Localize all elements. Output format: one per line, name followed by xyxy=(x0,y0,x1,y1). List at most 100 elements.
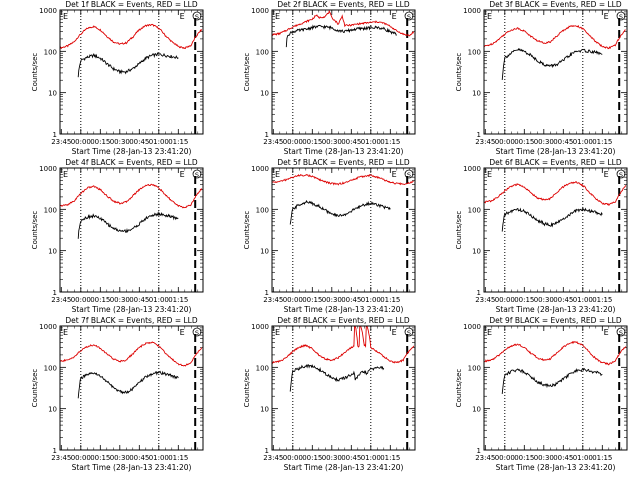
x-tick-label: 00:45 xyxy=(129,296,149,304)
panel-det-5: Det 5f BLACK = Events, RED = LLD 1 10 100 10… xyxy=(243,158,416,314)
lld-series-line xyxy=(60,341,203,367)
x-axis-label: Start Time (28-Jan-13 23:41:20) xyxy=(496,147,616,156)
x-tick-label: 00:45 xyxy=(553,454,573,462)
x-axis-label: Start Time (28-Jan-13 23:41:20) xyxy=(284,147,404,156)
panel-det-7: Det 7f BLACK = Events, RED = LLD 1 10 100 10… xyxy=(31,316,204,472)
corner-label: S xyxy=(195,13,199,21)
x-tick-label: 23:45 xyxy=(51,138,71,146)
x-axis-label: Start Time (28-Jan-13 23:41:20) xyxy=(72,463,192,472)
y-tick-label: 10 xyxy=(48,90,57,98)
panel-title: Det 3f BLACK = Events, RED = LLD xyxy=(489,0,622,9)
y-tick-label: 1000 xyxy=(39,165,57,173)
x-tick-label: 00:30 xyxy=(322,296,342,304)
panel-title: Det 8f BLACK = Events, RED = LLD xyxy=(277,316,410,325)
x-tick-label: 01:00 xyxy=(573,296,593,304)
plot-frame xyxy=(271,167,416,293)
corner-label: S xyxy=(619,329,623,337)
x-tick-label: 01:00 xyxy=(573,138,593,146)
x-tick-label: 01:00 xyxy=(361,138,381,146)
events-series-line xyxy=(501,206,603,232)
x-tick-label: 01:15 xyxy=(380,296,400,304)
lld-series-line xyxy=(484,181,627,206)
panel-det-4: Det 4f BLACK = Events, RED = LLD 1 10 100 10… xyxy=(31,158,204,314)
y-tick-label: 10 xyxy=(472,406,481,414)
plot-frame xyxy=(483,325,628,451)
x-axis-label: Start Time (28-Jan-13 23:41:20) xyxy=(284,305,404,314)
x-tick-label: 00:00 xyxy=(71,296,91,304)
x-tick-label: 01:15 xyxy=(380,138,400,146)
x-tick-label: 00:15 xyxy=(90,296,110,304)
x-tick-label: 01:00 xyxy=(149,454,169,462)
y-tick-label: 10 xyxy=(260,406,269,414)
x-tick-label: 01:15 xyxy=(592,296,612,304)
events-series-line xyxy=(289,199,391,225)
x-tick-label: 00:00 xyxy=(283,454,303,462)
y-axis-label: Counts/sec xyxy=(31,369,39,408)
corner-label: S xyxy=(407,329,411,337)
corner-marker xyxy=(192,169,202,179)
x-tick-label: 23:45 xyxy=(263,296,283,304)
corner-label: E xyxy=(63,170,68,179)
corner-label: E xyxy=(63,12,68,21)
corner-label: E xyxy=(275,170,280,179)
x-tick-label: 01:15 xyxy=(592,454,612,462)
panel-det-3: Det 3f BLACK = Events, RED = LLD 1 10 100 10… xyxy=(455,0,628,156)
x-tick-label: 00:30 xyxy=(534,454,554,462)
x-tick-label: 00:00 xyxy=(283,138,303,146)
lld-series-line xyxy=(272,326,415,364)
x-tick-label: 01:15 xyxy=(380,454,400,462)
corner-label: S xyxy=(407,171,411,179)
y-tick-label: 100 xyxy=(44,364,57,372)
x-tick-label: 00:15 xyxy=(302,454,322,462)
corner-label: E xyxy=(487,170,492,179)
x-tick-label: 23:45 xyxy=(475,138,495,146)
x-tick-label: 00:00 xyxy=(71,454,91,462)
y-tick-label: 1000 xyxy=(463,165,481,173)
y-tick-label: 1 xyxy=(53,289,57,297)
corner-label: S xyxy=(619,13,623,21)
corner-label: E xyxy=(180,12,185,21)
events-series-line xyxy=(77,52,179,78)
x-tick-label: 00:15 xyxy=(514,454,534,462)
y-tick-label: 10 xyxy=(472,90,481,98)
y-tick-label: 10 xyxy=(260,248,269,256)
corner-label: E xyxy=(604,12,609,21)
panel-title: Det 2f BLACK = Events, RED = LLD xyxy=(277,0,410,9)
panel-title: Det 6f BLACK = Events, RED = LLD xyxy=(489,158,622,167)
x-tick-label: 01:15 xyxy=(168,296,188,304)
x-tick-label: 01:15 xyxy=(168,138,188,146)
x-tick-label: 01:15 xyxy=(168,454,188,462)
corner-marker xyxy=(192,11,202,21)
x-tick-label: 01:00 xyxy=(149,138,169,146)
panel-det-1: Det 1f BLACK = Events, RED = LLD 1 10 100 10… xyxy=(31,0,204,156)
corner-label: E xyxy=(392,170,397,179)
y-tick-label: 1000 xyxy=(251,165,269,173)
events-series-line xyxy=(501,47,603,80)
plot-frame xyxy=(271,9,416,135)
x-axis-label: Start Time (28-Jan-13 23:41:20) xyxy=(72,147,192,156)
x-tick-label: 00:30 xyxy=(534,138,554,146)
y-tick-label: 1000 xyxy=(251,323,269,331)
x-tick-label: 23:45 xyxy=(263,454,283,462)
y-tick-label: 100 xyxy=(468,364,481,372)
panel-det-2: Det 2f BLACK = Events, RED = LLD 1 10 100 10… xyxy=(243,0,416,156)
y-tick-label: 10 xyxy=(260,90,269,98)
x-tick-label: 00:45 xyxy=(553,138,573,146)
y-axis-label: Counts/sec xyxy=(455,211,463,250)
panel-title: Det 9f BLACK = Events, RED = LLD xyxy=(489,316,622,325)
lld-series-line xyxy=(60,183,203,209)
x-tick-label: 23:45 xyxy=(51,296,71,304)
y-tick-label: 1 xyxy=(477,131,481,139)
panel-det-8: Det 8f BLACK = Events, RED = LLD 1 10 100 10… xyxy=(243,316,416,472)
y-tick-label: 100 xyxy=(256,364,269,372)
x-tick-label: 00:30 xyxy=(534,296,554,304)
y-tick-label: 100 xyxy=(44,48,57,56)
y-axis-label: Counts/sec xyxy=(455,53,463,92)
x-axis-label: Start Time (28-Jan-13 23:41:20) xyxy=(496,463,616,472)
x-tick-label: 00:45 xyxy=(129,138,149,146)
x-tick-label: 23:45 xyxy=(475,454,495,462)
y-axis-label: Counts/sec xyxy=(243,211,251,250)
y-axis-label: Counts/sec xyxy=(455,369,463,408)
x-tick-label: 00:15 xyxy=(302,296,322,304)
